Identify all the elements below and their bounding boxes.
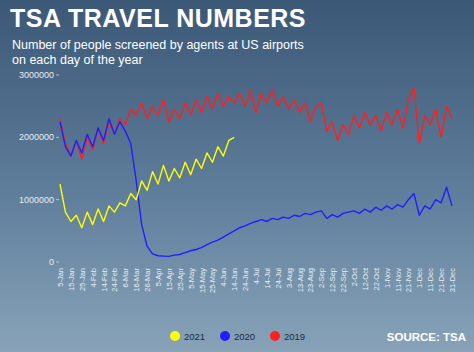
x-tick-label: 23-Aug: [306, 268, 315, 292]
x-tick-label: 11-Nov: [394, 268, 403, 292]
x-tick-label: 4-Jun: [219, 268, 228, 287]
x-tick-label: 21-Dec: [437, 268, 446, 292]
x-tick-label: 14-Jul: [263, 268, 272, 289]
x-tick-label: 2-Sep: [317, 268, 326, 288]
chart: 01000000200000030000005-Jan15-Jan25-Jan4…: [0, 0, 474, 352]
legend-label: 2020: [234, 331, 255, 342]
legend-swatch: [220, 331, 230, 341]
x-tick-label: 25-May: [208, 268, 217, 293]
x-tick-label: 14-Jun: [230, 268, 239, 291]
y-tick: [56, 199, 59, 200]
legend-label: 2021: [184, 331, 205, 342]
series-line: [60, 137, 234, 227]
x-tick-label: 4-Jul: [252, 268, 261, 285]
x-tick-label: 5-Apr: [154, 268, 163, 287]
subtitle: Number of people screened by agents at U…: [12, 38, 312, 68]
x-tick-label: 12-Sep: [328, 268, 337, 292]
lines: [60, 87, 452, 256]
x-tick-label: 12-Oct: [361, 267, 370, 290]
x-tick-label: 22-Sep: [339, 268, 348, 292]
x-tick-label: 25-Apr: [176, 268, 185, 291]
x-tick-label: 3-Aug: [285, 268, 294, 288]
x-tick-label: 14-Feb: [100, 268, 109, 292]
title: TSA TRAVEL NUMBERS: [10, 4, 306, 33]
x-tick-label: 25-Jan: [78, 268, 87, 291]
legend-swatch: [170, 331, 180, 341]
x-tick-label: 16-Mar: [132, 268, 141, 292]
y-tick: [56, 137, 59, 138]
x-tick-label: 24-Jul: [274, 268, 283, 289]
x-tick-label: 5-May: [187, 268, 196, 289]
x-tick-label: 4-Feb: [89, 268, 98, 288]
source-note: SOURCE: TSA: [387, 331, 466, 343]
y-tick-label: 2000000: [19, 132, 54, 142]
y-tick-label: 3000000: [19, 70, 54, 80]
x-tick-label: 6-Mar: [121, 268, 130, 288]
x-tick-label: 11-Dec: [426, 268, 435, 292]
y-tick-label: 0: [49, 257, 54, 267]
x-tick-label: 24-Feb: [110, 268, 119, 292]
x-tick-label: 26-Mar: [143, 268, 152, 292]
x-tick-label: 2-Oct: [350, 267, 359, 286]
x-tick-label: 22-Oct: [372, 267, 381, 290]
x-tick-label: 13-Aug: [296, 268, 305, 292]
x-tick-label: 15-May: [198, 268, 207, 293]
x-tick-label: 24-Jun: [241, 268, 250, 291]
x-tick-label: 15-Apr: [165, 268, 174, 291]
legend-label: 2019: [284, 331, 305, 342]
x-tick-label: 15-Jan: [67, 268, 76, 291]
y-tick: [56, 75, 59, 76]
series-line: [60, 119, 452, 257]
y-tick: [56, 262, 59, 263]
chart-background: TSA TRAVEL NUMBERS Number of people scre…: [0, 0, 474, 352]
x-tick-label: 5-Jan: [56, 268, 65, 287]
x-tick-label: 31-Dec: [448, 268, 457, 292]
legend-swatch: [270, 331, 280, 341]
x-tick-label: 21-Nov: [404, 268, 413, 292]
x-tick-label: 1-Nov: [383, 268, 392, 288]
y-tick-label: 1000000: [19, 195, 54, 205]
x-tick-label: 1-Dec: [415, 268, 424, 288]
